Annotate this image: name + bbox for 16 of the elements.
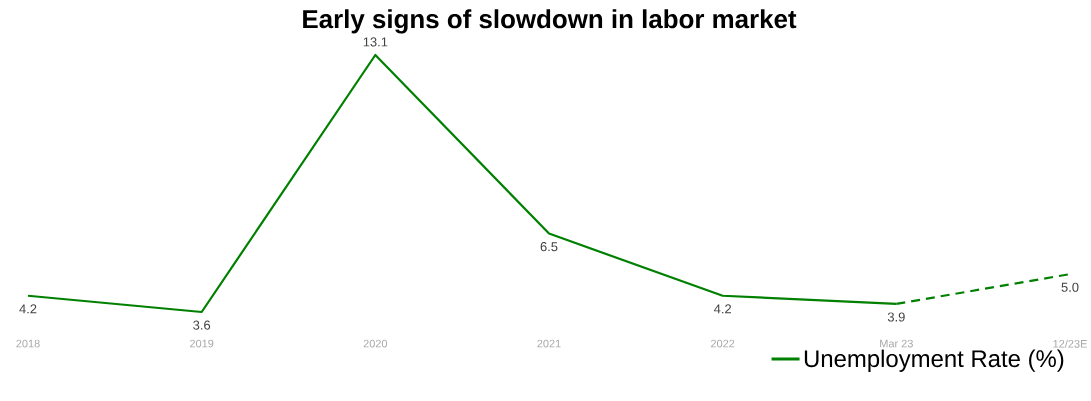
data-label: 3.6 [193, 320, 211, 330]
data-label: 4.2 [19, 304, 37, 314]
x-tick-label: 2018 [16, 339, 40, 348]
data-label: 3.9 [887, 312, 905, 322]
x-tick-label: 2020 [363, 339, 388, 348]
data-label: 5.0 [1061, 282, 1079, 292]
data-label: 13.1 [363, 37, 388, 47]
data-label: 4.2 [713, 304, 732, 314]
x-tick-label: Mar 23 [880, 339, 913, 348]
chart-title: Early signs of slowdown in labor market [303, 9, 797, 34]
x-tick-label: 2021 [537, 339, 561, 348]
x-tick-label: 12/23E [1053, 339, 1087, 348]
x-tick-label: 2022 [711, 339, 735, 348]
data-label: 6.5 [540, 242, 558, 252]
x-tick-label: 2019 [190, 339, 214, 348]
legend-label: Unemployment Rate (%) [804, 349, 1064, 372]
